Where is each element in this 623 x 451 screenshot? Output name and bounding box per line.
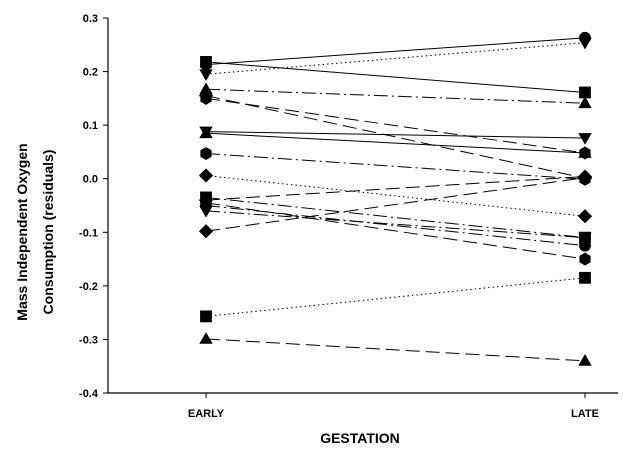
y-tick-label: -0.4 [79, 388, 99, 400]
y-ticks: -0.4 -0.3 -0.2 -0.1 0.0 0.1 0.2 0.3 [79, 13, 108, 400]
y-tick-label: 0.1 [83, 120, 98, 132]
y-axis-title-line-1: Mass Independent Oxygen [14, 143, 30, 320]
data-point [200, 147, 212, 161]
series-line-6 [205, 131, 586, 139]
y-axis-title-line-2: Consumption (residuals) [40, 150, 56, 315]
data-point [199, 332, 213, 344]
data-point [577, 170, 593, 185]
x-tick-label: LATE [571, 408, 599, 420]
data-point [198, 224, 214, 239]
y-tick-label: 0.0 [83, 174, 98, 186]
y-tick-label: -0.3 [79, 334, 98, 346]
series-line-2 [205, 42, 586, 75]
series-lines [205, 37, 586, 362]
series-line-12 [205, 205, 586, 247]
series-line-5 [205, 95, 586, 179]
series-markers [198, 31, 593, 366]
data-point [200, 310, 212, 323]
y-tick-label: 0.2 [83, 67, 98, 79]
series-line-3 [205, 88, 586, 104]
y-tick-label: -0.1 [79, 227, 98, 239]
series-line-16 [205, 277, 586, 317]
data-point [578, 146, 592, 158]
axes [107, 18, 618, 394]
y-tick-label: 0.3 [83, 13, 98, 25]
x-ticks: EARLY LATE [188, 393, 599, 420]
data-point [577, 209, 593, 224]
data-point [198, 88, 214, 103]
data-point [199, 69, 213, 82]
series-line-0 [205, 37, 586, 66]
x-tick-label: EARLY [188, 408, 225, 420]
series-line-1 [205, 61, 586, 93]
data-point [579, 252, 591, 266]
data-point [200, 56, 212, 68]
series-line-17 [205, 338, 586, 362]
data-point [578, 232, 592, 245]
data-point [578, 96, 592, 109]
series-line-10 [205, 196, 586, 239]
y-axis-title: Mass Independent Oxygen Consumption (res… [14, 143, 56, 320]
data-point [198, 193, 214, 208]
data-point [579, 86, 591, 99]
series-line-13 [205, 210, 586, 239]
data-point [199, 126, 213, 139]
y-tick-label: -0.2 [79, 281, 98, 293]
series-line-15 [205, 177, 586, 232]
series-line-9 [205, 175, 586, 217]
data-point [578, 354, 592, 366]
data-point [578, 133, 592, 145]
x-axis-title: GESTATION [320, 430, 400, 446]
data-point [198, 168, 214, 183]
series-line-4 [205, 97, 586, 154]
series-line-14 [205, 176, 586, 201]
series-line-7 [205, 132, 586, 154]
series-line-11 [205, 202, 586, 260]
data-point [579, 271, 591, 284]
series-line-8 [205, 153, 586, 180]
data-point [578, 37, 592, 50]
